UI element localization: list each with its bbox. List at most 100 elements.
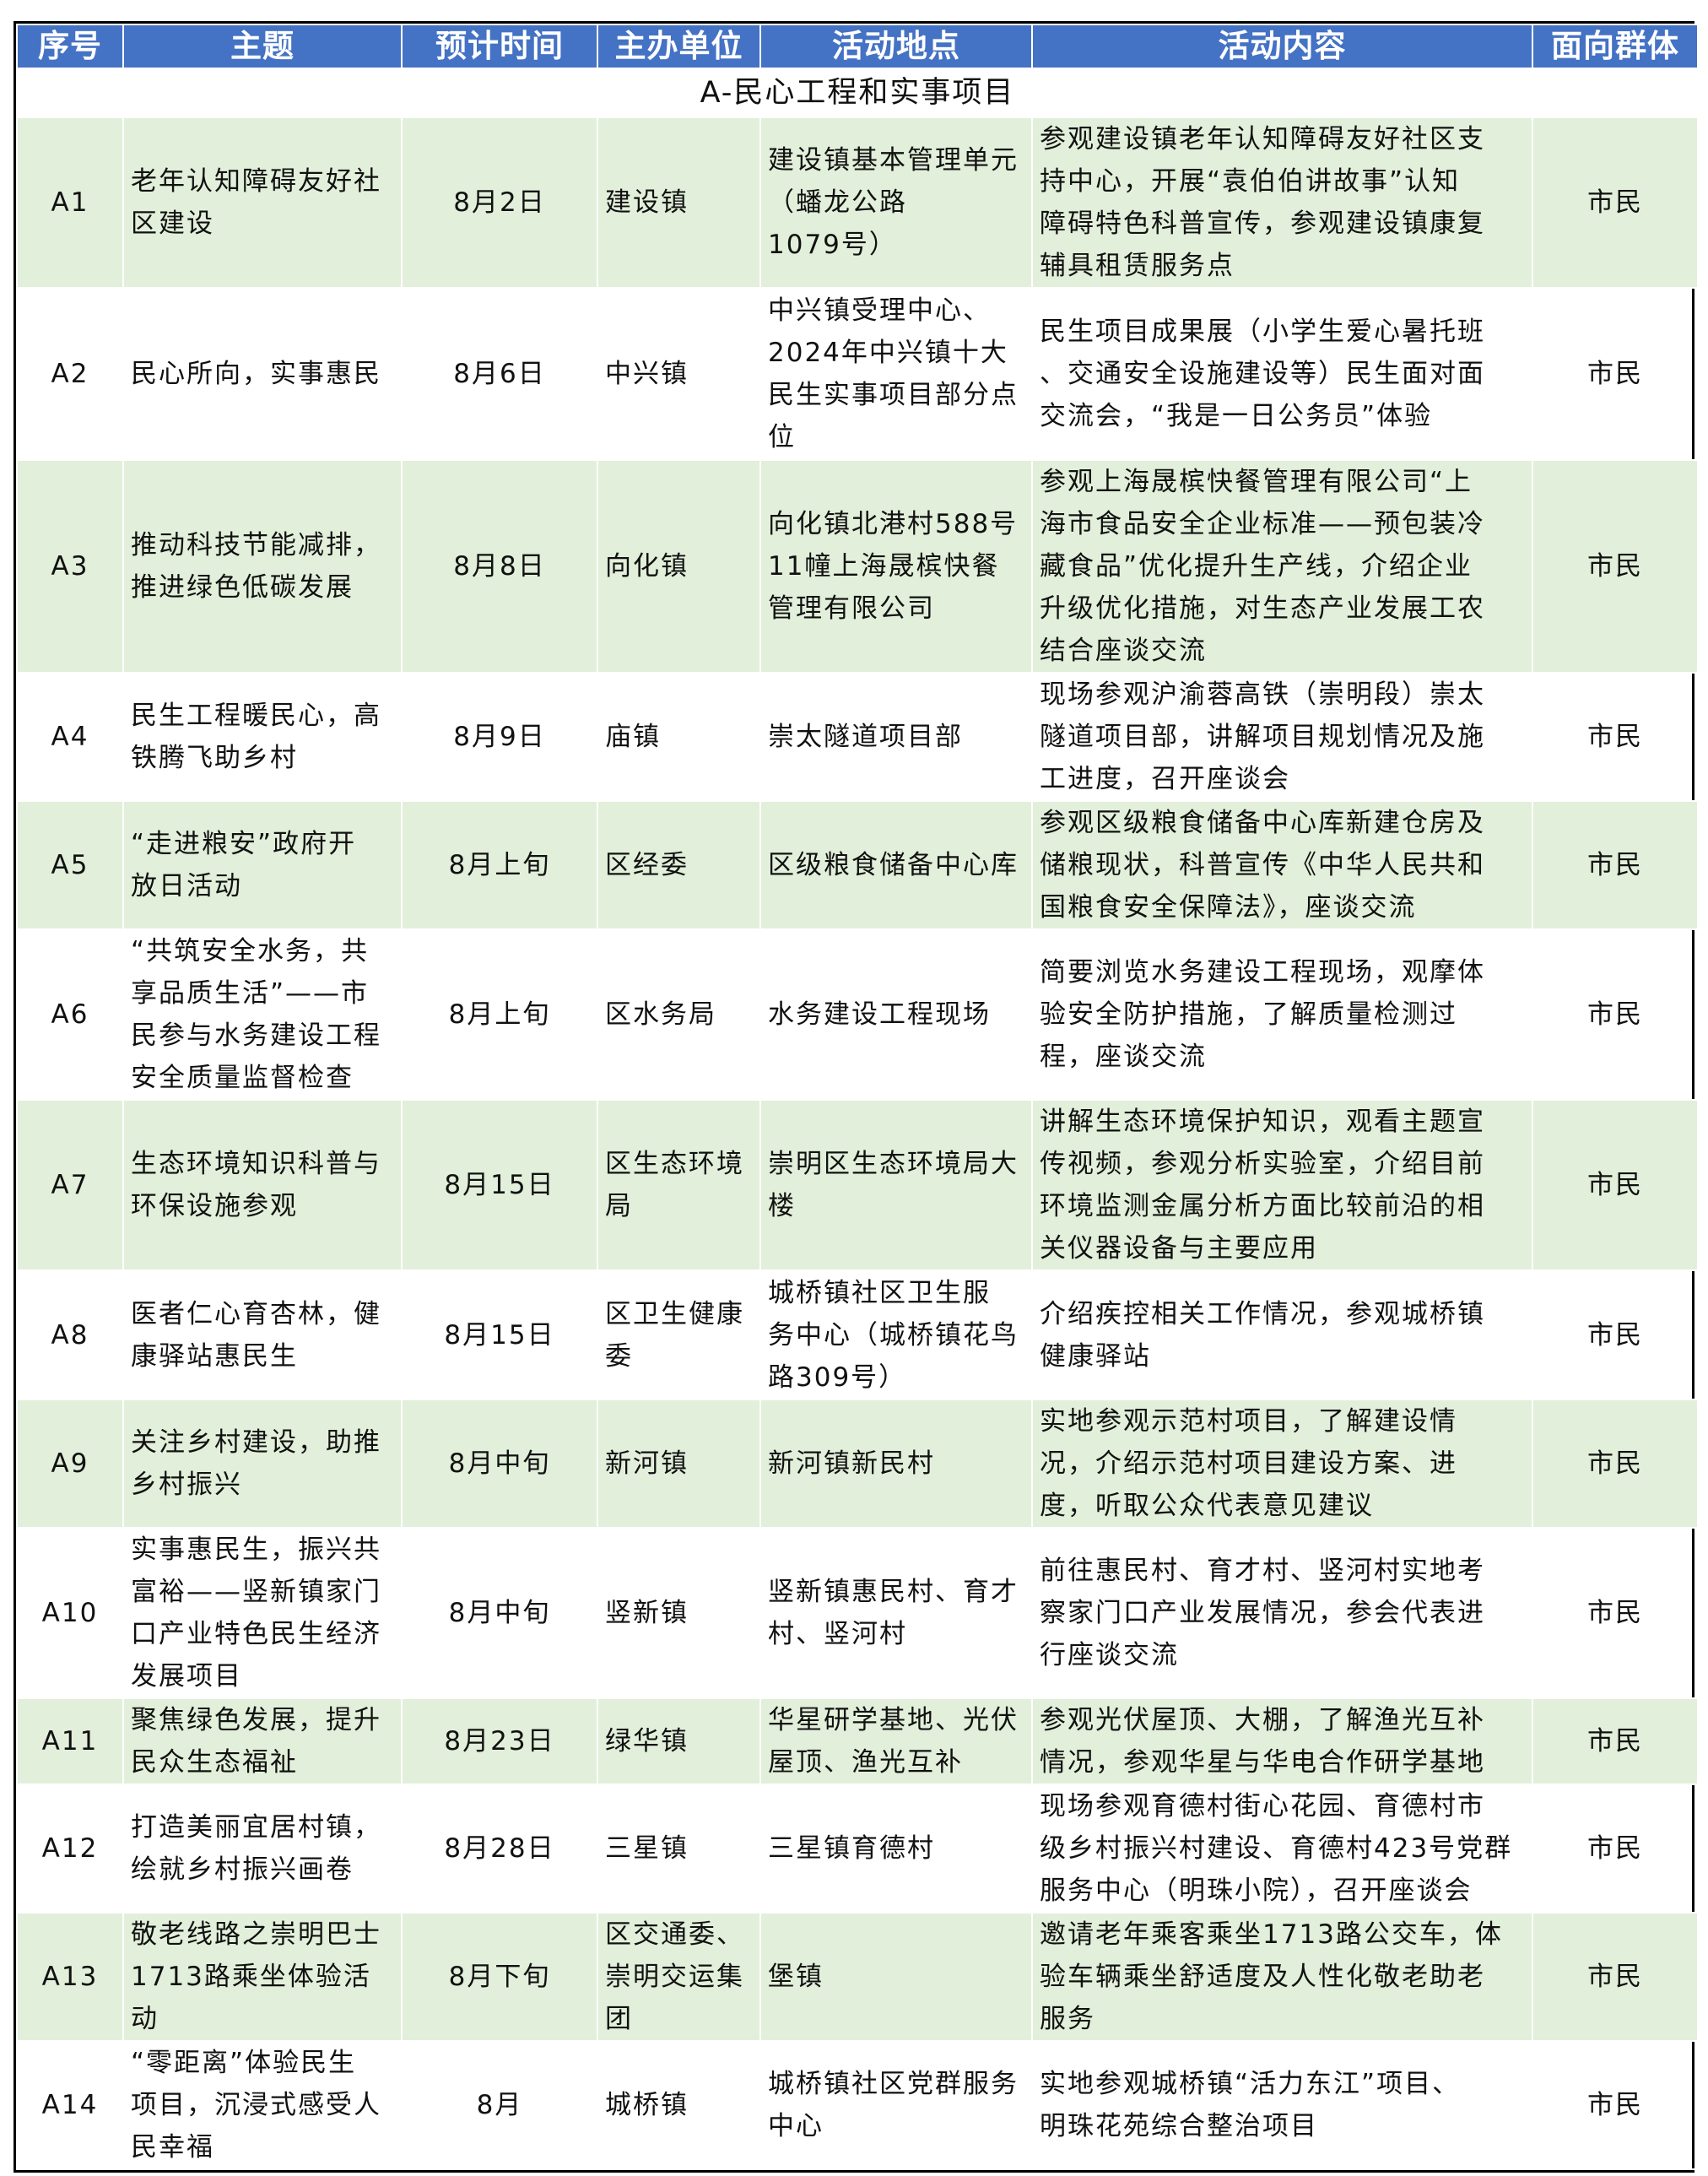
row-audience: 市民 xyxy=(1532,672,1699,802)
table-row: A11 聚焦绿色发展，提升 民众生态福祉 8月23日 绿华镇 华星研学基地、光伏 屋顶、… xyxy=(16,1697,1699,1785)
header-id: 序号 xyxy=(16,24,124,69)
header-time: 预计时间 xyxy=(401,24,598,69)
row-organizer: 城桥镇 xyxy=(597,2040,761,2170)
row-content: 参观建设镇老年认知障碍友好社区支 持中心，开展“袁伯伯讲故事”认知 障碍特色科普… xyxy=(1031,116,1533,289)
table-row: A13 敬老线路之崇明巴士 1713路乘坐体验活 动 8月下旬 区交通委、 崇明交运集… xyxy=(16,1912,1699,2042)
row-theme: 推动科技节能减排， 推进绿色低碳发展 xyxy=(122,459,403,674)
row-location: 向化镇北港村588号 11幢上海晟槟快餐 管理有限公司 xyxy=(759,459,1033,674)
table-row: A1 老年认知障碍友好社 区建设 8月2日 建设镇 建设镇基本管理单元 （蟠龙公路 10… xyxy=(16,116,1699,289)
row-id: A6 xyxy=(16,928,124,1101)
row-theme: “走进粮安”政府开 放日活动 xyxy=(122,800,403,930)
row-audience: 市民 xyxy=(1532,116,1699,289)
row-location: 建设镇基本管理单元 （蟠龙公路 1079号） xyxy=(759,116,1033,289)
row-id: A4 xyxy=(16,672,124,802)
row-location: 三星镇育德村 xyxy=(759,1784,1033,1913)
row-time: 8月下旬 xyxy=(401,1912,598,2042)
table-row: A3 推动科技节能减排， 推进绿色低碳发展 8月8日 向化镇 向化镇北港村588号 11… xyxy=(16,459,1699,674)
row-id: A1 xyxy=(16,116,124,289)
row-theme: 民心所向，实事惠民 xyxy=(122,287,403,461)
row-organizer: 三星镇 xyxy=(597,1784,761,1913)
header-location: 活动地点 xyxy=(759,24,1033,69)
table-row: A14 “零距离”体验民生 项目，沉浸式感受人 民幸福 8月 城桥镇 城桥镇社区党群服务… xyxy=(16,2040,1699,2170)
row-audience: 市民 xyxy=(1532,287,1699,461)
row-time: 8月上旬 xyxy=(401,800,598,930)
row-organizer: 向化镇 xyxy=(597,459,761,674)
row-time: 8月上旬 xyxy=(401,928,598,1101)
activity-table-container: 序号 主题 预计时间 主办单位 活动地点 活动内容 面向群体 A-民心工程和实事… xyxy=(14,21,1699,2173)
row-audience: 市民 xyxy=(1532,1269,1699,1400)
row-id: A2 xyxy=(16,287,124,461)
row-organizer: 区水务局 xyxy=(597,928,761,1101)
row-id: A8 xyxy=(16,1269,124,1400)
row-theme: 医者仁心育杏林，健 康驿站惠民生 xyxy=(122,1269,403,1400)
row-content: 前往惠民村、育才村、竖河村实地考 察家门口产业发展情况，参会代表进 行座谈交流 xyxy=(1031,1527,1533,1699)
section-title: A-民心工程和实事项目 xyxy=(16,68,1699,118)
row-location: 城桥镇社区党群服务 中心 xyxy=(759,2040,1033,2170)
row-time: 8月中旬 xyxy=(401,1527,598,1699)
row-time: 8月15日 xyxy=(401,1269,598,1400)
row-time: 8月2日 xyxy=(401,116,598,289)
row-id: A3 xyxy=(16,459,124,674)
row-organizer: 建设镇 xyxy=(597,116,761,289)
row-organizer: 区交通委、 崇明交运集 团 xyxy=(597,1912,761,2042)
row-audience: 市民 xyxy=(1532,1527,1699,1699)
table-row: A5 “走进粮安”政府开 放日活动 8月上旬 区经委 区级粮食储备中心库 参观区级粮食储备… xyxy=(16,800,1699,930)
row-id: A10 xyxy=(16,1527,124,1699)
header-theme: 主题 xyxy=(122,24,403,69)
row-location: 堡镇 xyxy=(759,1912,1033,2042)
row-id: A14 xyxy=(16,2040,124,2170)
table-row: A4 民生工程暖民心，高 铁腾飞助乡村 8月9日 庙镇 崇太隧道项目部 现场参观沪渝蓉高铁… xyxy=(16,672,1699,802)
row-time: 8月28日 xyxy=(401,1784,598,1913)
row-time: 8月 xyxy=(401,2040,598,2170)
row-id: A7 xyxy=(16,1099,124,1271)
row-content: 民生项目成果展（小学生爱心暑托班 、交通安全设施建设等）民生面对面 交流会，“我… xyxy=(1031,287,1533,461)
row-content: 现场参观沪渝蓉高铁（崇明段）崇太 隧道项目部，讲解项目规划情况及施 工进度，召开… xyxy=(1031,672,1533,802)
row-audience: 市民 xyxy=(1532,1697,1699,1785)
row-audience: 市民 xyxy=(1532,1099,1699,1271)
row-organizer: 区经委 xyxy=(597,800,761,930)
row-audience: 市民 xyxy=(1532,1399,1699,1529)
table-row: A10 实事惠民生，振兴共 富裕——竖新镇家门 口产业特色民生经济 发展项目 8月中… xyxy=(16,1527,1699,1699)
section-row: A-民心工程和实事项目 xyxy=(16,68,1699,118)
row-time: 8月8日 xyxy=(401,459,598,674)
row-location: 中兴镇受理中心、 2024年中兴镇十大 民生实事项目部分点 位 xyxy=(759,287,1033,461)
row-location: 区级粮食储备中心库 xyxy=(759,800,1033,930)
row-organizer: 新河镇 xyxy=(597,1399,761,1529)
row-time: 8月23日 xyxy=(401,1697,598,1785)
row-time: 8月15日 xyxy=(401,1099,598,1271)
header-organizer: 主办单位 xyxy=(597,24,761,69)
row-id: A13 xyxy=(16,1912,124,2042)
row-location: 城桥镇社区卫生服 务中心（城桥镇花鸟 路309号） xyxy=(759,1269,1033,1400)
row-theme: “零距离”体验民生 项目，沉浸式感受人 民幸福 xyxy=(122,2040,403,2170)
row-content: 参观光伏屋顶、大棚，了解渔光互补 情况，参观华星与华电合作研学基地 xyxy=(1031,1697,1533,1785)
row-location: 崇太隧道项目部 xyxy=(759,672,1033,802)
row-id: A5 xyxy=(16,800,124,930)
row-theme: 老年认知障碍友好社 区建设 xyxy=(122,116,403,289)
row-organizer: 区生态环境 局 xyxy=(597,1099,761,1271)
row-location: 新河镇新民村 xyxy=(759,1399,1033,1529)
row-audience: 市民 xyxy=(1532,928,1699,1101)
row-theme: 民生工程暖民心，高 铁腾飞助乡村 xyxy=(122,672,403,802)
table-row: A9 关注乡村建设，助推 乡村振兴 8月中旬 新河镇 新河镇新民村 实地参观示范村项目，了… xyxy=(16,1399,1699,1529)
row-organizer: 庙镇 xyxy=(597,672,761,802)
row-audience: 市民 xyxy=(1532,1784,1699,1913)
table-row: A12 打造美丽宜居村镇， 绘就乡村振兴画卷 8月28日 三星镇 三星镇育德村 现场参观育… xyxy=(16,1784,1699,1913)
row-audience: 市民 xyxy=(1532,459,1699,674)
header-content: 活动内容 xyxy=(1031,24,1533,69)
table-row: A8 医者仁心育杏林，健 康驿站惠民生 8月15日 区卫生健康 委城桥镇社区卫生服 务… xyxy=(16,1269,1699,1400)
row-theme: “共筑安全水务，共 享品质生活”——市 民参与水务建设工程 安全质量监督检查 xyxy=(122,928,403,1101)
row-location: 水务建设工程现场 xyxy=(759,928,1033,1101)
row-theme: 聚焦绿色发展，提升 民众生态福祉 xyxy=(122,1697,403,1785)
row-time: 8月9日 xyxy=(401,672,598,802)
table-row: A6 “共筑安全水务，共 享品质生活”——市 民参与水务建设工程 安全质量监督检查… xyxy=(16,928,1699,1101)
row-organizer: 区卫生健康 委 xyxy=(597,1269,761,1400)
header-row: 序号 主题 预计时间 主办单位 活动地点 活动内容 面向群体 xyxy=(16,24,1699,69)
row-id: A11 xyxy=(16,1697,124,1785)
row-theme: 实事惠民生，振兴共 富裕——竖新镇家门 口产业特色民生经济 发展项目 xyxy=(122,1527,403,1699)
row-time: 8月6日 xyxy=(401,287,598,461)
row-content: 参观区级粮食储备中心库新建仓房及 储粮现状，科普宣传《中华人民共和 国粮食安全保… xyxy=(1031,800,1533,930)
row-theme: 敬老线路之崇明巴士 1713路乘坐体验活 动 xyxy=(122,1912,403,2042)
row-time: 8月中旬 xyxy=(401,1399,598,1529)
row-audience: 市民 xyxy=(1532,800,1699,930)
row-audience: 市民 xyxy=(1532,1912,1699,2042)
